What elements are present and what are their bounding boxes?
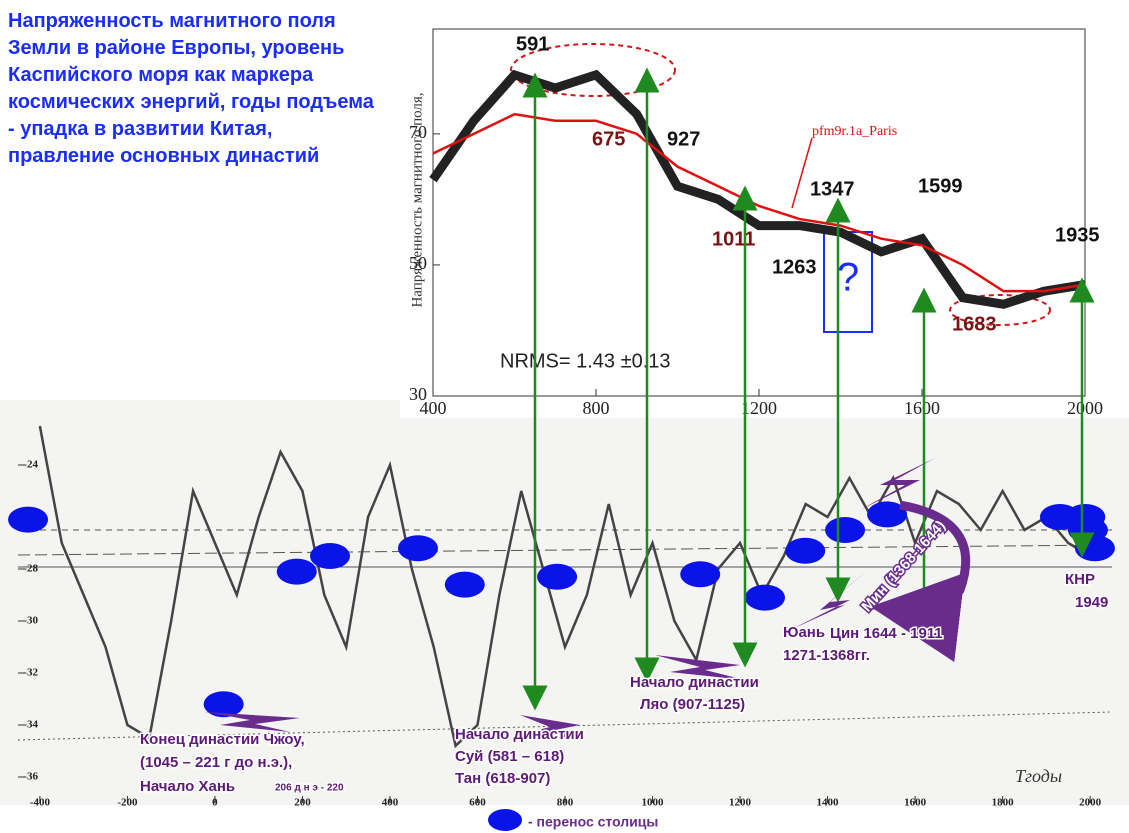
annotation: NRMS= 1.43 ±0.13 <box>500 350 671 372</box>
y-axis-label: Напряженность магнитного поля, <box>409 92 425 307</box>
dynasty-label: 1271-1368гг. <box>783 647 870 664</box>
dynasty-label: Начало династии <box>630 674 759 691</box>
legend-label: pfm9r.1a_Paris <box>812 124 897 139</box>
annotation: 675 <box>592 128 625 150</box>
x-tick-label: 1600 <box>904 398 940 418</box>
dynasty-label: (1045 – 221 г до н.э.), <box>140 754 292 771</box>
y-tick-label: -32 <box>23 667 38 679</box>
lightning-bolt <box>655 655 745 680</box>
x-tick-label: 1400 <box>817 797 840 809</box>
dynasty-label: Цин 1644 - 1911 <box>830 625 943 642</box>
annotation: ? <box>837 256 859 300</box>
y-tick-label: -30 <box>23 615 38 627</box>
title: Напряженность магнитного поля Земли в ра… <box>8 10 374 167</box>
dynasty-label: Начало династии <box>455 726 584 743</box>
x-tick-label: 1000 <box>642 797 665 809</box>
dynasty-label: Конец династии Чжоу, <box>140 731 305 748</box>
capital-marker <box>680 561 721 588</box>
x-tick-label: 200 <box>294 797 311 809</box>
reference-line <box>17 711 1113 741</box>
x-tick-label: 400 <box>420 398 447 418</box>
arrows <box>522 67 1095 711</box>
x-tick-label: 600 <box>469 797 486 809</box>
capital-marker <box>397 535 438 562</box>
annotation: 591 <box>516 33 549 55</box>
x-tick-label: 2000 <box>1079 797 1102 809</box>
x-tick-label: 800 <box>583 398 610 418</box>
lightning-bolt <box>520 715 585 740</box>
x-tick-label: 1800 <box>992 797 1015 809</box>
x-axis-label: Tгоды <box>1015 766 1062 786</box>
x-tick-label: 400 <box>382 797 399 809</box>
dynasty-label: Тан (618-907) <box>455 770 550 787</box>
highlight-ellipse <box>510 43 676 97</box>
capital-marker <box>867 501 908 528</box>
capital-marker <box>203 691 244 718</box>
x-tick-label: 1200 <box>729 797 752 809</box>
x-tick-label: 1200 <box>741 398 777 418</box>
annotation: 1347 <box>810 178 855 200</box>
dynasty-label: Юань <box>783 624 825 641</box>
x-tick-label: 2000 <box>1067 398 1103 418</box>
dynasty-label: 206 д н э - 220 <box>275 783 344 794</box>
y-tick-label: 70 <box>409 122 427 142</box>
dynasty-label: 1949 <box>1075 594 1108 611</box>
y-tick-label: 30 <box>409 384 427 404</box>
legend-pointer <box>791 137 813 209</box>
capital-marker <box>444 571 485 598</box>
y-tick-label: -36 <box>23 771 38 783</box>
legend-marker <box>488 809 522 831</box>
annotation: 1263 <box>772 256 817 278</box>
magnetic-chart: 400 800 1200 1600 2000 30 50 70 pfm9r.1a_Paris 59… <box>400 0 1129 418</box>
annotation: 1683 <box>952 313 997 335</box>
y-tick-label: -28 <box>23 563 38 575</box>
x-tick-label: 1600 <box>904 797 927 809</box>
x-tick-label: -400 <box>30 797 51 809</box>
capital-marker <box>310 543 351 569</box>
dynasty-label: Ляо (907-1125) <box>640 696 745 713</box>
capital-marker <box>8 506 49 533</box>
dynasty-label: Суй (581 – 618) <box>455 748 564 765</box>
annotation: 1599 <box>918 175 963 197</box>
lightning-bolt <box>860 458 935 510</box>
y-tick-label: -24 <box>23 459 38 471</box>
capital-marker <box>744 584 785 611</box>
legend-label: - перенос столицы <box>528 814 658 830</box>
capital-marker <box>785 537 826 564</box>
dynasty-label: Начало Хань <box>140 778 235 795</box>
x-tick-label: 0 <box>212 797 218 809</box>
curved-arrow <box>870 500 971 663</box>
highlight-ellipse <box>949 294 1051 326</box>
x-tick-label: 800 <box>557 797 574 809</box>
dynasty-label: КНР <box>1065 571 1095 588</box>
annotation: 1011 <box>712 228 755 250</box>
y-tick-label: 50 <box>409 253 427 273</box>
x-tick-label: -200 <box>117 797 138 809</box>
capital-marker <box>825 517 866 543</box>
y-tick-label: -34 <box>23 719 38 731</box>
capital-marker <box>537 563 578 590</box>
capital-marker <box>276 558 317 585</box>
annotation: 927 <box>667 128 700 150</box>
annotation: 1935 <box>1055 224 1100 246</box>
lightning-bolt <box>205 712 300 732</box>
lightning <box>205 458 971 740</box>
